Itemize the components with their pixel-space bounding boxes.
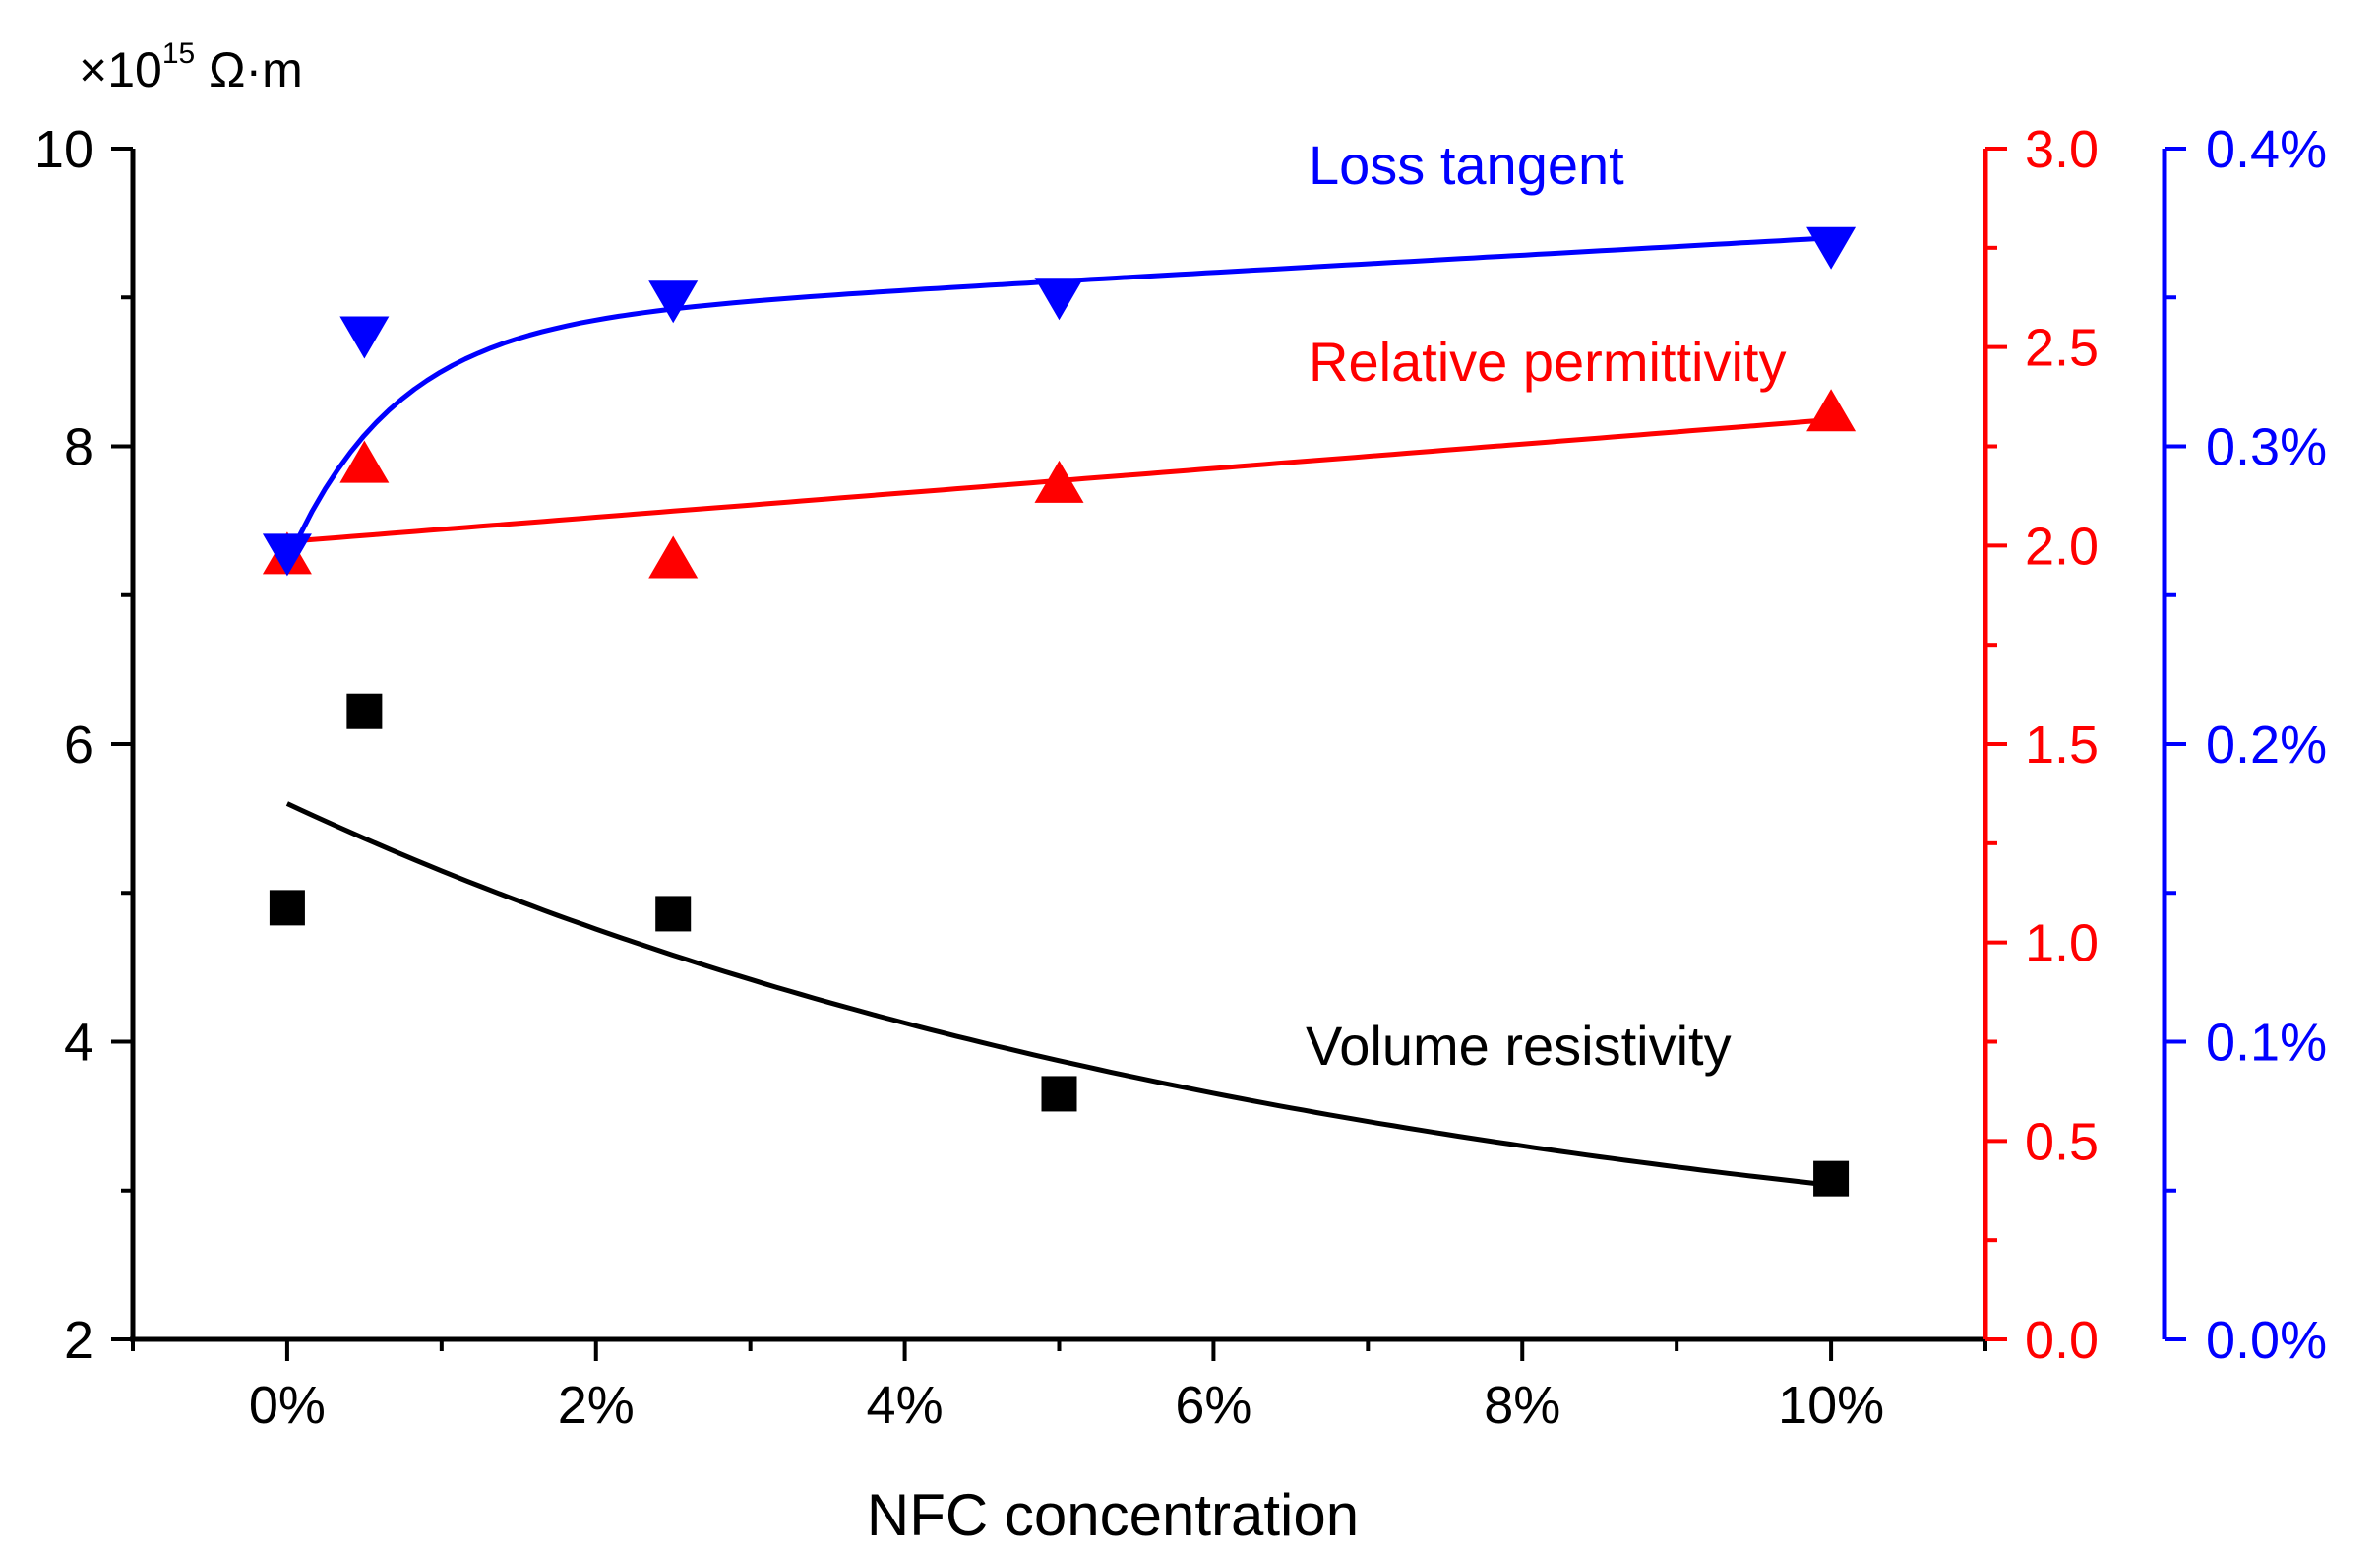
- y-left-tick-label: 8: [64, 418, 93, 477]
- series-layer: [262, 226, 1857, 1197]
- y-red-tick-label: 0.5: [2025, 1112, 2099, 1171]
- y-right-red-axis-ticks: 0.0 0.5 1.0 1.5 2.0 2.5 3.0: [1985, 120, 2099, 1370]
- y-right-blue-axis-ticks: 0.0% 0.1% 0.2% 0.3% 0.4%: [2165, 120, 2327, 1370]
- series-relative-permittivity: [262, 389, 1857, 579]
- data-point: [1041, 1076, 1077, 1112]
- data-point: [339, 440, 390, 483]
- x-axis-title: NFC concentration: [867, 1482, 1359, 1548]
- y-red-tick-label: 0.0: [2025, 1311, 2099, 1370]
- relative-permittivity-label: Relative permittivity: [1309, 331, 1786, 393]
- y-left-unit-exponent: 15: [162, 37, 195, 70]
- y-red-tick-label: 1.5: [2025, 715, 2099, 775]
- y-left-unit-prefix: ×10: [79, 42, 162, 97]
- data-point: [1034, 460, 1084, 503]
- y-left-tick-label: 10: [34, 120, 93, 179]
- data-point: [269, 890, 305, 926]
- data-point: [262, 533, 312, 577]
- loss-tangent-label: Loss tangent: [1309, 134, 1624, 196]
- y-blue-tick-label: 0.2%: [2206, 715, 2327, 775]
- data-point: [1034, 278, 1084, 321]
- x-axis-ticks: 0% 2% 4% 6% 8% 10%: [131, 1339, 1987, 1435]
- y-red-tick-label: 2.0: [2025, 517, 2099, 576]
- x-tick-label: 6%: [1175, 1376, 1251, 1435]
- data-point: [648, 280, 699, 324]
- y-red-tick-label: 2.5: [2025, 319, 2099, 378]
- data-point: [655, 896, 692, 932]
- y-left-tick-label: 6: [64, 715, 93, 775]
- data-point: [1813, 1160, 1850, 1197]
- series-loss-tangent: [262, 226, 1857, 577]
- y-left-tick-label: 4: [64, 1014, 93, 1073]
- y-blue-tick-label: 0.0%: [2206, 1311, 2327, 1370]
- y-left-unit-suffix: Ω·m: [195, 42, 303, 97]
- x-tick-label: 2%: [558, 1376, 635, 1435]
- series-volume-resistivity: [269, 693, 1850, 1197]
- data-point: [648, 535, 699, 579]
- volume-resistivity-label: Volume resistivity: [1306, 1015, 1732, 1077]
- fit-curve: [285, 801, 1832, 1188]
- x-tick-label: 8%: [1484, 1376, 1560, 1435]
- y-left-tick-label: 2: [64, 1311, 93, 1370]
- y-blue-tick-label: 0.3%: [2206, 418, 2327, 477]
- y-red-tick-label: 1.0: [2025, 914, 2099, 973]
- y-blue-tick-label: 0.1%: [2206, 1014, 2327, 1073]
- x-tick-label: 10%: [1778, 1376, 1884, 1435]
- data-point: [346, 693, 383, 729]
- data-point: [339, 316, 390, 359]
- x-tick-label: 0%: [249, 1376, 326, 1435]
- y-red-tick-label: 3.0: [2025, 120, 2099, 179]
- data-point: [1806, 389, 1857, 432]
- y-left-axis-ticks: 2 4 6 8 10: [34, 120, 133, 1370]
- y-left-unit-label: ×1015 Ω·m: [79, 37, 303, 97]
- data-point: [1806, 226, 1857, 270]
- x-tick-label: 4%: [867, 1376, 944, 1435]
- y-blue-tick-label: 0.4%: [2206, 120, 2327, 179]
